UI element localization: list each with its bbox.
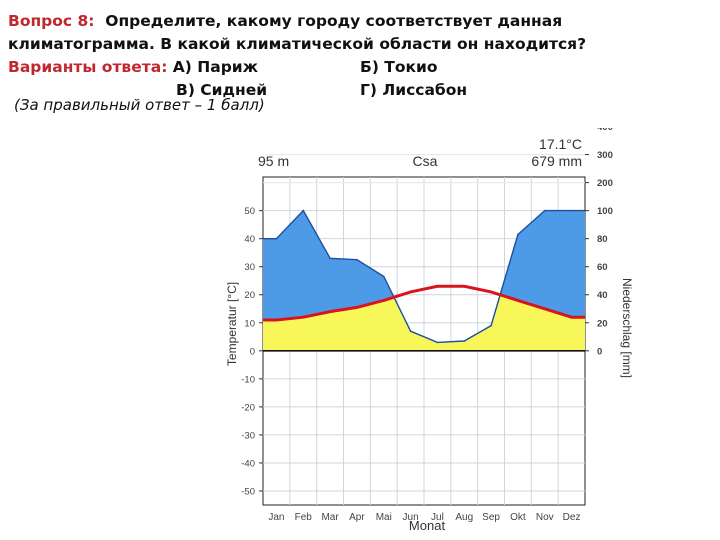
precipitation-point-Nov: [543, 209, 546, 212]
x-tick-label-Jul: Jul: [431, 512, 444, 523]
answers-line-1: Варианты ответа: А) Париж Б) Токио: [8, 56, 708, 79]
precipitation-point-Jun: [409, 330, 412, 332]
left-axis: 50 40 30 20 10 0 -10 -20 -30 -40 -50: [241, 206, 263, 497]
precipitation-point-Apr: [356, 258, 358, 261]
mean-temperature-label: 17.1°C: [539, 136, 582, 152]
precipitation-point-Okt: [517, 233, 519, 236]
option-d: Г) Лиссабон: [360, 81, 468, 99]
x-tick-label-Aug: Aug: [455, 512, 473, 523]
left-tick-label-5: 0: [250, 346, 255, 357]
right-axis-label: Niederschlag [mm]: [620, 278, 634, 378]
left-tick-label-9: -40: [241, 458, 255, 469]
temperature-point-Okt: [517, 299, 519, 302]
question-block: Вопрос 8: Определите, какому городу соот…: [8, 10, 708, 102]
right-tick-label-7: 200: [597, 178, 613, 189]
x-tick-label-Okt: Okt: [510, 512, 526, 523]
left-tick-label-10: -50: [241, 486, 255, 497]
precipitation-point-Feb: [302, 209, 305, 212]
temperature-line: [263, 284, 585, 322]
x-tick-label-Mar: Mar: [321, 512, 339, 523]
left-axis-label: Temperatur [°C]: [225, 282, 239, 366]
option-a: А) Париж: [172, 58, 259, 76]
temperature-point-Sep: [490, 291, 492, 293]
left-tick-label-7: -20: [241, 402, 255, 413]
precipitation-point-Jul: [436, 341, 439, 344]
x-tick-label-Apr: Apr: [349, 512, 365, 523]
temperature-point-Jan: [275, 319, 278, 321]
x-tick-label-Jan: Jan: [268, 512, 284, 523]
x-tick-label-Mai: Mai: [376, 512, 392, 523]
right-axis: 900800700600500400300200100806040200: [585, 128, 613, 357]
right-tick-label-12: 20: [597, 318, 608, 329]
precipitation-point-Aug: [463, 340, 466, 342]
precipitation-point-Mar: [329, 257, 331, 260]
right-tick-label-10: 60: [597, 262, 608, 273]
option-c: В) Сидней: [176, 81, 268, 99]
temperature-point-Dez: [570, 316, 573, 318]
annual-precipitation-label: 679 mm: [531, 153, 582, 169]
left-tick-label-0: 50: [244, 206, 255, 217]
temperature-point-Mar: [329, 310, 331, 313]
temperature-point-Aug: [463, 285, 466, 288]
chart-title: Csa: [413, 153, 438, 169]
precipitation-point-Jan: [275, 237, 278, 240]
right-tick-label-5: 400: [597, 128, 613, 133]
left-tick-label-8: -30: [241, 430, 255, 441]
question-text-1: Определите, какому городу соответствует …: [105, 12, 563, 30]
left-tick-label-4: 10: [244, 318, 255, 329]
answers-line-2: В) Сидней Г) Лиссабон: [8, 79, 708, 102]
temperature-point-Nov: [543, 307, 546, 310]
x-axis-label: Monat: [409, 518, 446, 533]
line-layer: [263, 209, 585, 344]
precipitation-line: [263, 209, 585, 344]
elevation-label: 95 m: [258, 153, 289, 169]
score-note: (За правильный ответ – 1 балл): [14, 96, 265, 114]
left-tick-label-6: -10: [241, 374, 255, 385]
precipitation-point-Mai: [382, 275, 385, 278]
precipitation-point-Sep: [490, 324, 492, 327]
left-tick-label-2: 30: [244, 262, 255, 273]
x-tick-label-Dez: Dez: [563, 512, 581, 523]
right-tick-label-9: 80: [597, 234, 608, 245]
question-label: Вопрос 8:: [8, 12, 95, 30]
temperature-point-Jun: [409, 291, 412, 293]
right-tick-label-8: 100: [597, 206, 613, 217]
x-axis: Jan Feb Mar Apr Mai Jun Jul Aug Sep Okt Nov Dez: [268, 512, 580, 523]
left-tick-label-1: 40: [244, 234, 255, 245]
right-tick-label-11: 40: [597, 290, 608, 301]
precipitation-point-Dez: [570, 209, 573, 212]
x-tick-label-Nov: Nov: [536, 512, 554, 523]
left-tick-label-3: 20: [244, 290, 255, 301]
right-tick-label-13: 0: [597, 346, 602, 357]
x-tick-label-Jun: Jun: [403, 512, 419, 523]
temperature-point-Jul: [436, 285, 439, 288]
question-line-1: Вопрос 8: Определите, какому городу соот…: [8, 10, 708, 33]
temperature-point-Feb: [302, 316, 305, 318]
answers-label: Варианты ответа:: [8, 58, 168, 76]
x-tick-label-Sep: Sep: [482, 512, 500, 523]
temperature-point-Mai: [382, 299, 385, 302]
option-b: Б) Токио: [360, 58, 438, 76]
right-tick-label-6: 300: [597, 150, 613, 161]
x-tick-label-Feb: Feb: [295, 512, 313, 523]
temperature-point-Apr: [356, 306, 358, 309]
question-text-2: климатограмма. В какой климатической обл…: [8, 35, 587, 53]
question-line-2: климатограмма. В какой климатической обл…: [8, 33, 708, 56]
